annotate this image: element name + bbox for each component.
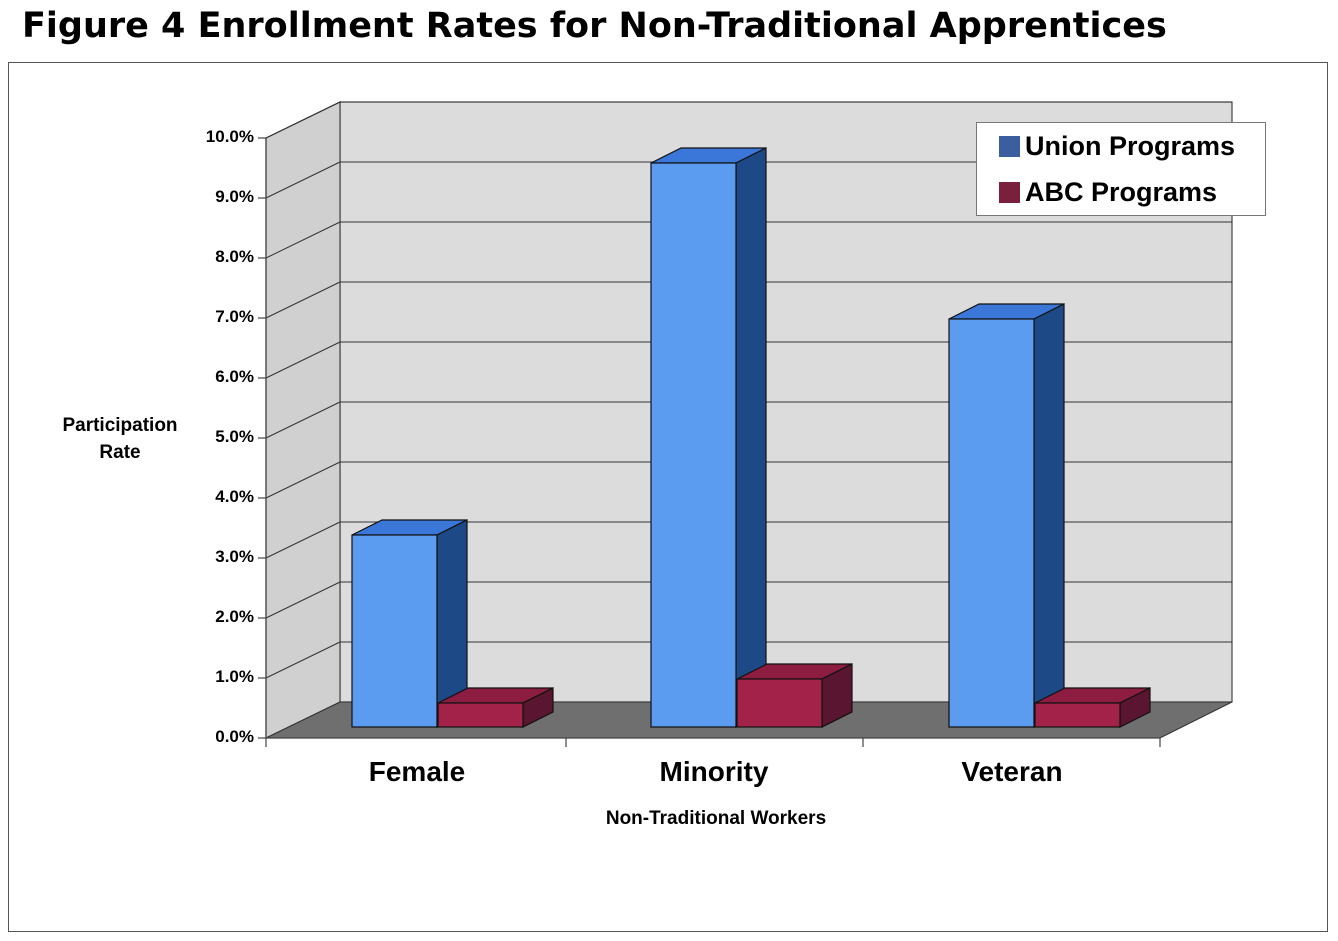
bar-abc-minority xyxy=(736,678,823,728)
gridline-side xyxy=(265,641,341,679)
y-tick-label: 6.0% xyxy=(215,367,254,386)
chart-legend: Union Programs ABC Programs xyxy=(976,122,1266,216)
legend-item-union: Union Programs xyxy=(999,131,1235,162)
y-tick-label: 3.0% xyxy=(215,547,254,566)
y-tick-label: 10.0% xyxy=(205,127,254,146)
legend-item-abc: ABC Programs xyxy=(999,177,1217,208)
bar-abc-female xyxy=(437,702,524,728)
y-tick-label: 5.0% xyxy=(215,427,254,446)
figure-frame xyxy=(8,62,1328,932)
gridline-side xyxy=(265,101,341,139)
y-tick-label: 0.0% xyxy=(215,727,254,746)
figure-title: Figure 4 Enrollment Rates for Non-Tradit… xyxy=(22,6,1167,46)
x-axis-label: Non-Traditional Workers xyxy=(605,808,827,829)
gridline-side xyxy=(265,161,341,199)
legend-swatch-abc xyxy=(999,182,1020,203)
gridline-side xyxy=(265,521,341,559)
gridline-side xyxy=(265,461,341,499)
legend-swatch-union xyxy=(999,136,1020,157)
category-label-minority: Minority xyxy=(659,756,769,787)
y-tick-label: 9.0% xyxy=(215,187,254,206)
y-tick-label: 4.0% xyxy=(215,487,254,506)
category-label-female: Female xyxy=(368,756,466,787)
gridline-side xyxy=(265,281,341,319)
gridline-side xyxy=(265,221,341,259)
bar-union-minority xyxy=(650,162,737,728)
gridline-side xyxy=(265,581,341,619)
y-tick-label: 7.0% xyxy=(215,307,254,326)
y-tick-label: 1.0% xyxy=(215,667,254,686)
legend-label-abc: ABC Programs xyxy=(1025,177,1218,207)
bar-union-female xyxy=(351,534,438,728)
category-label-veteran: Veteran xyxy=(961,756,1063,787)
legend-label-union: Union Programs xyxy=(1025,131,1236,161)
y-tick-label: 8.0% xyxy=(215,247,254,266)
y-tick-label: 2.0% xyxy=(215,607,254,626)
bar-union-veteran xyxy=(948,318,1035,728)
bar-abc-veteran xyxy=(1034,702,1121,728)
bar-union-minority-side xyxy=(735,147,767,728)
y-axis-label: Participation Rate xyxy=(62,415,178,463)
gridline-side xyxy=(265,401,341,439)
gridline-side xyxy=(265,341,341,379)
bar-union-veteran-side xyxy=(1033,303,1065,728)
